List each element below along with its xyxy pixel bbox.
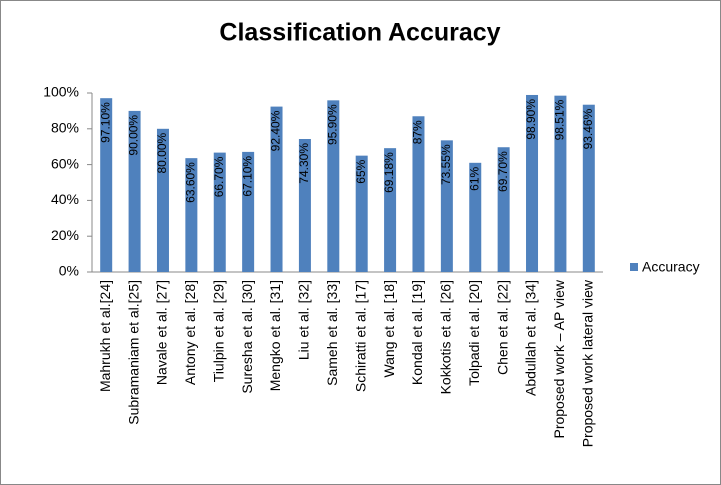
value-label: 66.70% xyxy=(212,156,226,197)
x-tick-label: Abdullah et al. [34] xyxy=(523,280,539,396)
bar xyxy=(412,116,425,273)
x-tick-label: Mahrukh et al.[24] xyxy=(97,280,113,392)
value-label: 92.40% xyxy=(269,110,283,151)
y-tick-label: 60% xyxy=(51,155,79,171)
bar xyxy=(384,148,397,272)
value-label: 67.10% xyxy=(240,156,254,197)
bar xyxy=(582,104,595,272)
x-tick-label: Schiratti et al. [17] xyxy=(352,280,368,392)
value-label: 74.30% xyxy=(297,143,311,184)
bar xyxy=(185,158,198,272)
chart-title: Classification Accuracy xyxy=(219,19,500,47)
value-label: 63.60% xyxy=(184,162,198,203)
value-label: 97.10% xyxy=(98,102,112,143)
x-tick-label: Proposed work – AP view xyxy=(551,279,567,438)
y-tick-label: 100% xyxy=(43,84,79,100)
value-label: 95.90% xyxy=(325,104,339,145)
value-label: 80.00% xyxy=(155,132,169,173)
x-tick-label: Tiulpin et al. [29] xyxy=(210,280,226,382)
legend-swatch xyxy=(630,263,638,271)
value-label: 69.70% xyxy=(496,151,510,192)
x-tick-label: Liu et al. [32] xyxy=(296,280,312,360)
x-tick-label: Navale et al. [27] xyxy=(154,280,170,385)
bar xyxy=(270,106,283,272)
y-tick-label: 20% xyxy=(51,227,79,243)
x-tick-label: Mengko et al. [31] xyxy=(267,280,283,391)
value-label: 61% xyxy=(467,166,481,190)
bar xyxy=(554,95,567,272)
y-tick-label: 0% xyxy=(59,263,79,279)
bar xyxy=(242,151,255,272)
value-label: 73.55% xyxy=(439,144,453,185)
bar xyxy=(526,94,539,273)
x-tick-label: Kondal et al. [19] xyxy=(409,280,425,385)
x-tick-label: Sameh et al. [33] xyxy=(324,280,340,386)
bar xyxy=(497,147,510,272)
value-label: 65% xyxy=(354,159,368,183)
value-label: 98.90% xyxy=(524,99,538,140)
bar xyxy=(469,162,482,272)
bar xyxy=(128,110,141,273)
bar xyxy=(213,152,226,272)
x-tick-label: Tolpadi et al. [20] xyxy=(466,280,482,386)
bar xyxy=(440,140,453,272)
value-label: 69.18% xyxy=(382,152,396,193)
x-tick-label: Antony et al. [28] xyxy=(182,280,198,385)
y-tick-label: 40% xyxy=(51,191,79,207)
x-tick-label: Kokkotis et al. [26] xyxy=(438,280,454,394)
x-tick-label: Proposed work lateral view xyxy=(580,279,596,447)
bar xyxy=(100,98,113,272)
bar xyxy=(355,155,368,272)
value-label: 98.51% xyxy=(553,99,567,140)
x-tick-label: Subramaniam et al.[25] xyxy=(125,280,141,425)
value-label: 87% xyxy=(411,120,425,144)
legend-label: Accuracy xyxy=(642,259,700,275)
x-tick-label: Chen et al. [22] xyxy=(494,280,510,375)
bar xyxy=(298,139,311,272)
x-tick-label: Suresha et al. [30] xyxy=(239,280,255,394)
bar xyxy=(156,128,169,272)
value-label: 93.46% xyxy=(581,108,595,149)
y-tick-label: 80% xyxy=(51,120,79,136)
bar xyxy=(327,100,340,273)
x-tick-label: Wang et al. [18] xyxy=(381,280,397,378)
value-label: 90.00% xyxy=(127,115,141,156)
